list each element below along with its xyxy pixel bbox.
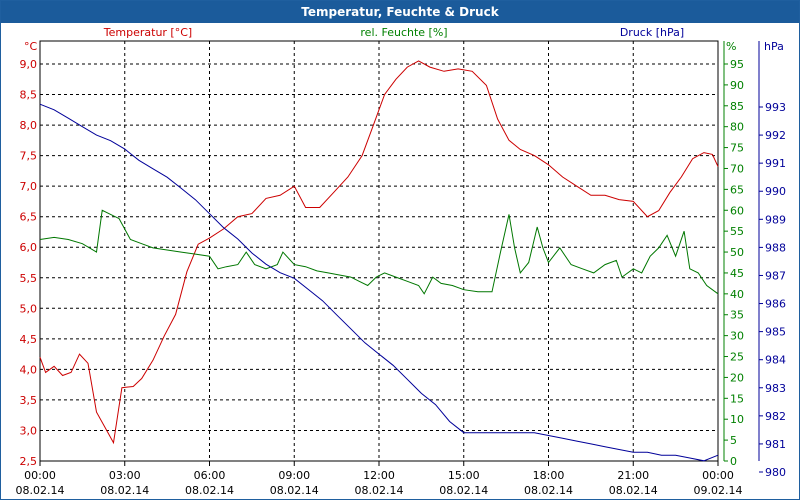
temperature-tick-label: 6,5 xyxy=(20,211,38,224)
humidity-tick-label: 10 xyxy=(730,413,744,426)
x-tick-date: 08.02.14 xyxy=(609,484,658,497)
humidity-tick-label: 60 xyxy=(730,204,744,217)
series-line-temperature xyxy=(39,60,719,445)
humidity-tick-label: 35 xyxy=(730,309,744,322)
chart-title: Temperatur, Feuchte & Druck xyxy=(1,1,799,23)
x-tick-time: 21:00 xyxy=(617,469,649,482)
temperature-tick-label: 2,5 xyxy=(20,455,38,468)
temperature-tick-label: 4,0 xyxy=(20,363,38,376)
temperature-tick-label: 8,0 xyxy=(20,119,38,132)
humidity-tick-label: 80 xyxy=(730,121,744,134)
x-tick-date: 08.02.14 xyxy=(355,484,404,497)
pressure-tick-label: 982 xyxy=(765,410,786,423)
pressure-tick-label: 988 xyxy=(765,241,786,254)
humidity-tick-label: 95 xyxy=(730,58,744,71)
legend-temperature: Temperatur [°C] xyxy=(103,26,192,39)
humidity-tick-label: 75 xyxy=(730,142,744,155)
x-tick-time: 09:00 xyxy=(278,469,310,482)
humidity-tick-label: 40 xyxy=(730,288,744,301)
x-tick-date: 08.02.14 xyxy=(185,484,234,497)
x-tick-date: 08.02.14 xyxy=(270,484,319,497)
humidity-tick-label: 85 xyxy=(730,100,744,113)
x-tick-date: 09.02.14 xyxy=(694,484,743,497)
series-line-humidity xyxy=(39,209,719,295)
pressure-tick-label: 983 xyxy=(765,382,786,395)
x-tick-time: 00:00 xyxy=(702,469,734,482)
temperature-tick-label: 5,5 xyxy=(20,272,38,285)
temperature-unit-label: °C xyxy=(24,40,38,53)
temperature-tick-label: 6,0 xyxy=(20,241,38,254)
x-tick-time: 18:00 xyxy=(533,469,565,482)
humidity-tick-label: 45 xyxy=(730,267,744,280)
humidity-tick-label: 5 xyxy=(730,434,737,447)
x-tick-date: 08.02.14 xyxy=(16,484,65,497)
pressure-unit-label: hPa xyxy=(764,40,784,53)
humidity-tick-label: 25 xyxy=(730,351,744,364)
x-tick-date: 08.02.14 xyxy=(439,484,488,497)
series-line-pressure xyxy=(39,103,719,462)
temperature-tick-label: 9,0 xyxy=(20,58,38,71)
temperature-tick-label: 5,0 xyxy=(20,302,38,315)
humidity-tick-label: 15 xyxy=(730,392,744,405)
pressure-tick-label: 984 xyxy=(765,354,786,367)
x-tick-time: 12:00 xyxy=(363,469,395,482)
pressure-tick-label: 989 xyxy=(765,213,786,226)
humidity-tick-label: 55 xyxy=(730,225,744,238)
x-tick-date: 08.02.14 xyxy=(524,484,573,497)
x-tick-time: 03:00 xyxy=(109,469,141,482)
pressure-tick-label: 990 xyxy=(765,185,786,198)
humidity-tick-label: 90 xyxy=(730,79,744,92)
pressure-tick-label: 991 xyxy=(765,157,786,170)
humidity-tick-label: 65 xyxy=(730,183,744,196)
temperature-tick-label: 7,0 xyxy=(20,180,38,193)
humidity-tick-label: 20 xyxy=(730,371,744,384)
pressure-tick-label: 985 xyxy=(765,326,786,339)
pressure-tick-label: 980 xyxy=(765,466,786,479)
humidity-tick-label: 50 xyxy=(730,246,744,259)
temperature-tick-label: 4,5 xyxy=(20,333,38,346)
x-tick-time: 15:00 xyxy=(448,469,480,482)
legend-pressure: Druck [hPa] xyxy=(620,26,684,39)
pressure-tick-label: 986 xyxy=(765,298,786,311)
temperature-tick-label: 3,5 xyxy=(20,394,38,407)
temperature-tick-label: 3,0 xyxy=(20,424,38,437)
x-tick-time: 00:00 xyxy=(24,469,56,482)
temperature-tick-label: 8,5 xyxy=(20,89,38,102)
humidity-tick-label: 30 xyxy=(730,330,744,343)
x-tick-date: 08.02.14 xyxy=(100,484,149,497)
x-tick-time: 06:00 xyxy=(194,469,226,482)
humidity-tick-label: 70 xyxy=(730,162,744,175)
humidity-tick-label: 0 xyxy=(730,455,737,468)
pressure-tick-label: 993 xyxy=(765,101,786,114)
humidity-unit-label: % xyxy=(726,40,736,53)
temperature-tick-label: 7,5 xyxy=(20,150,38,163)
legend-humidity: rel. Feuchte [%] xyxy=(360,26,447,39)
pressure-tick-label: 981 xyxy=(765,438,786,451)
pressure-tick-label: 992 xyxy=(765,129,786,142)
pressure-tick-label: 987 xyxy=(765,269,786,282)
